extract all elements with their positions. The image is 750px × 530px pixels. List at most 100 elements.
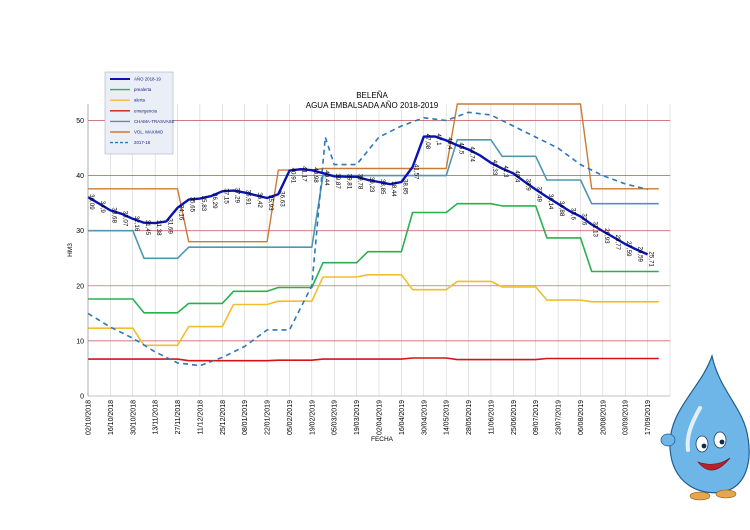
- data-label: 38,85: [379, 179, 386, 195]
- data-label: 36,29: [211, 193, 218, 209]
- data-label: 39,81: [345, 174, 352, 190]
- data-label: 46,4: [446, 137, 453, 150]
- data-label: 40,4: [513, 170, 520, 183]
- x-tick-label: 06/08/2019: [578, 400, 585, 435]
- x-tick-label: 16/04/2019: [399, 400, 406, 435]
- legend-label-emergencia: emergencia: [134, 108, 157, 113]
- data-label: 27,59: [625, 241, 632, 257]
- data-label: 37,49: [536, 186, 543, 202]
- data-label: 44,74: [469, 147, 476, 163]
- data-label: 34,88: [558, 201, 565, 217]
- data-label: 38,44: [390, 181, 397, 197]
- y-axis-label: HM3: [67, 243, 74, 257]
- x-tick-label: 17/09/2019: [645, 400, 652, 435]
- data-label: 41,3: [502, 165, 509, 178]
- series-line-prealerta: [88, 202, 659, 314]
- series-line-chg: [88, 139, 659, 260]
- series-line-main: [87, 135, 649, 256]
- x-tick-label: 19/02/2019: [309, 400, 316, 435]
- data-label: 38,9: [525, 179, 532, 192]
- legend-label-max: VOL. MAXIMO: [134, 130, 164, 135]
- water-drop-mascot-icon: [660, 353, 750, 501]
- data-label: 39,87: [334, 173, 341, 189]
- x-tick-label: 25/06/2019: [511, 400, 518, 435]
- data-label: 38,85: [401, 179, 408, 195]
- mascot-eye-left: [695, 435, 709, 453]
- data-label: 40,44: [323, 170, 330, 186]
- legend: AÑO 2018-19 prealerta alerta emergencia CHAM…: [104, 71, 174, 155]
- x-tick-label: 19/03/2019: [354, 400, 361, 435]
- y-tick-label: 20: [76, 283, 84, 290]
- data-label: 32,6: [580, 213, 587, 226]
- chart-subtitle: AGUA EMBALSADA AÑO 2018-2019: [306, 101, 439, 110]
- data-label: 33,07: [122, 211, 129, 227]
- x-tick-label: 09/07/2019: [533, 400, 540, 435]
- data-label: 36,63: [278, 191, 285, 207]
- x-tick-label: 16/10/2018: [108, 400, 115, 435]
- data-label: 31,38: [155, 220, 162, 236]
- axes: [87, 104, 670, 397]
- data-label: 37,29: [234, 188, 241, 204]
- data-label: 37,15: [222, 188, 229, 204]
- data-label: 36,14: [547, 194, 554, 210]
- x-tick-label: 28/05/2019: [466, 400, 473, 435]
- data-label: 47,1: [435, 134, 442, 147]
- y-tick-label: 50: [76, 118, 84, 125]
- x-tick-label: 11/12/2018: [197, 400, 204, 435]
- x-tick-label: 30/10/2018: [130, 400, 137, 435]
- x-tick-label: 11/06/2019: [488, 400, 495, 435]
- data-label: 35,83: [200, 196, 207, 212]
- data-label: 29,93: [603, 228, 610, 244]
- data-label: 47,08: [424, 134, 431, 150]
- x-tick-label: 02/10/2018: [86, 400, 93, 435]
- x-tick-label: 27/11/2018: [175, 400, 182, 435]
- grid: 0 10 20 30 40 50 02/10/2018 16/10/2018 30/10/201…: [76, 104, 671, 435]
- y-tick-label: 30: [76, 228, 84, 235]
- legend-label-alerta: alerta: [134, 98, 146, 103]
- data-label: 34,9: [99, 201, 106, 214]
- data-label: 28,77: [614, 234, 621, 250]
- data-label: 41,17: [301, 166, 308, 182]
- legend-label-main: AÑO 2018-19: [134, 77, 161, 82]
- series-line-prev: [87, 111, 648, 367]
- data-label: 26,59: [636, 247, 643, 263]
- mascot-eye-right: [713, 431, 727, 449]
- data-label: 32,16: [133, 216, 140, 232]
- mascot-hand: [660, 433, 676, 447]
- x-tick-label: 02/04/2019: [377, 400, 384, 435]
- data-label: 31,13: [592, 221, 599, 237]
- data-label: 39,23: [368, 177, 375, 193]
- data-label: 34,16: [178, 205, 185, 221]
- mascot-pupil-right: [719, 439, 725, 445]
- data-label: 42,33: [491, 160, 498, 176]
- data-label: 35,65: [189, 197, 196, 213]
- data-label: 33,68: [110, 207, 117, 223]
- data-label: 45,5: [457, 142, 464, 155]
- series-line-emergencia: [88, 357, 659, 362]
- mascot-mouth: [697, 457, 731, 471]
- x-axis-label: FECHA: [371, 436, 394, 443]
- x-tick-label: 30/04/2019: [421, 400, 428, 435]
- x-tick-label: 05/02/2019: [287, 400, 294, 435]
- x-tick-label: 03/09/2019: [623, 400, 630, 435]
- mascot-foot-right: [715, 489, 737, 499]
- drop-highlight: [685, 406, 702, 452]
- drop-body: [669, 353, 750, 494]
- legend-label-chg: CHAMA-TRASVASE: [134, 119, 174, 124]
- x-tick-label: 23/07/2019: [556, 400, 563, 435]
- data-label: 41,57: [413, 164, 420, 180]
- data-label: 39,78: [357, 174, 364, 190]
- y-tick-label: 40: [76, 173, 84, 180]
- data-label: 35,93: [267, 195, 274, 211]
- x-tick-label: 05/03/2019: [332, 400, 339, 435]
- series-line-alerta: [88, 274, 659, 347]
- data-label: 36,09: [88, 194, 95, 210]
- y-tick-label: 10: [76, 338, 84, 345]
- x-tick-label: 14/05/2019: [444, 400, 451, 435]
- chart-title: BELEÑA: [356, 91, 388, 100]
- x-tick-label: 08/01/2019: [242, 400, 249, 435]
- data-label: 40,98: [312, 167, 319, 183]
- data-label: 36,42: [256, 192, 263, 208]
- data-labels: 36,09 34,9 33,68 33,07 32,16 31,45 31,38 31,69 3…: [88, 134, 655, 268]
